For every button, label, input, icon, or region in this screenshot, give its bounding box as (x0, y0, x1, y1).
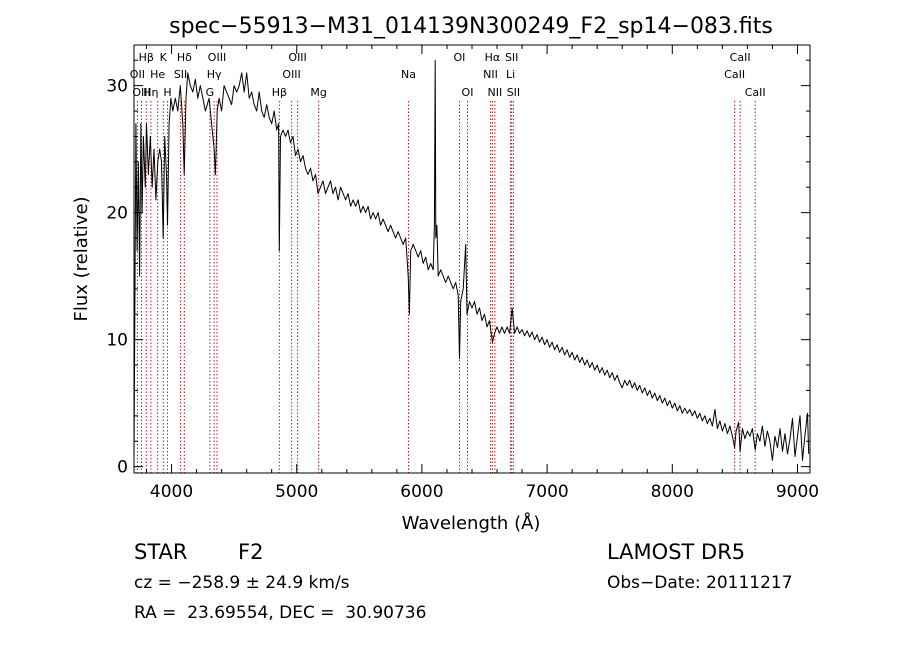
line-marker-label: SII (174, 68, 187, 81)
line-marker-label: SII (507, 86, 520, 99)
survey-name: LAMOST DR5 (607, 540, 746, 564)
y-tick-label: 20 (106, 204, 128, 224)
spectrum-series (133, 59, 810, 461)
object-type: STAR (134, 540, 188, 564)
line-marker-label: NII (483, 68, 498, 81)
emission-line-markers: Hβ K Hδ OIII OIII OI Hα SII CaII OII He SII Hγ OIII Na… (130, 51, 766, 473)
spectral-subclass: F2 (238, 540, 264, 564)
x-tick-label: 5000 (275, 482, 318, 502)
line-marker-label: OI (454, 51, 466, 64)
x-tick-label: 6000 (400, 482, 443, 502)
line-marker-label: Hη (143, 86, 158, 99)
x-tick-label: 8000 (651, 482, 694, 502)
line-marker-label: K (160, 51, 168, 64)
observation-date: Obs−Date: 20111217 (607, 573, 793, 593)
line-marker-label: He (150, 68, 165, 81)
y-tick-label: 0 (117, 458, 128, 478)
line-marker-label: G (206, 86, 215, 99)
y-tick-label: 30 (106, 77, 128, 97)
line-marker-label: Hγ (207, 68, 222, 81)
x-axis-label: Wavelength (Å) (402, 512, 541, 534)
line-marker-label: Li (506, 68, 515, 81)
line-marker-label: CaII (730, 51, 751, 64)
line-marker-label: Hβ (272, 86, 287, 99)
x-tick-label: 7000 (525, 482, 568, 502)
line-marker-label: H (163, 86, 171, 99)
y-tick-label: 10 (106, 331, 128, 351)
line-marker-label: CaII (724, 68, 745, 81)
axis-ticks: 4000 5000 6000 7000 8000 9000 0 10 20 30 (106, 45, 819, 502)
line-marker-label: OIII (288, 51, 306, 64)
line-marker-label: Mg (310, 86, 326, 99)
line-marker-label: SII (505, 51, 518, 64)
coordinates: RA = 23.69554, DEC = 30.90736 (134, 603, 427, 623)
line-marker-label: NII (488, 86, 503, 99)
line-marker-label: OI (462, 86, 474, 99)
line-marker-label: OIII (208, 51, 226, 64)
line-marker-label: Na (401, 68, 416, 81)
line-marker-label: OIII (282, 68, 300, 81)
line-marker-label: CaII (745, 86, 766, 99)
redshift-velocity: cz = −258.9 ± 24.9 km/s (134, 573, 350, 593)
line-marker-label: Hδ (177, 51, 192, 64)
x-tick-label: 4000 (150, 482, 193, 502)
line-marker-label: Hβ (139, 51, 154, 64)
y-axis-label: Flux (relative) (71, 196, 92, 321)
line-marker-label: Hα (485, 51, 501, 64)
line-marker-label: OIII (132, 86, 150, 99)
chart-title: spec−55913−M31_014139N300249_F2_sp14−083… (169, 14, 773, 39)
plot-frame (133, 44, 811, 474)
line-marker-label: OII (130, 68, 145, 81)
spectrum-line (133, 59, 810, 461)
x-tick-label: 9000 (776, 482, 819, 502)
